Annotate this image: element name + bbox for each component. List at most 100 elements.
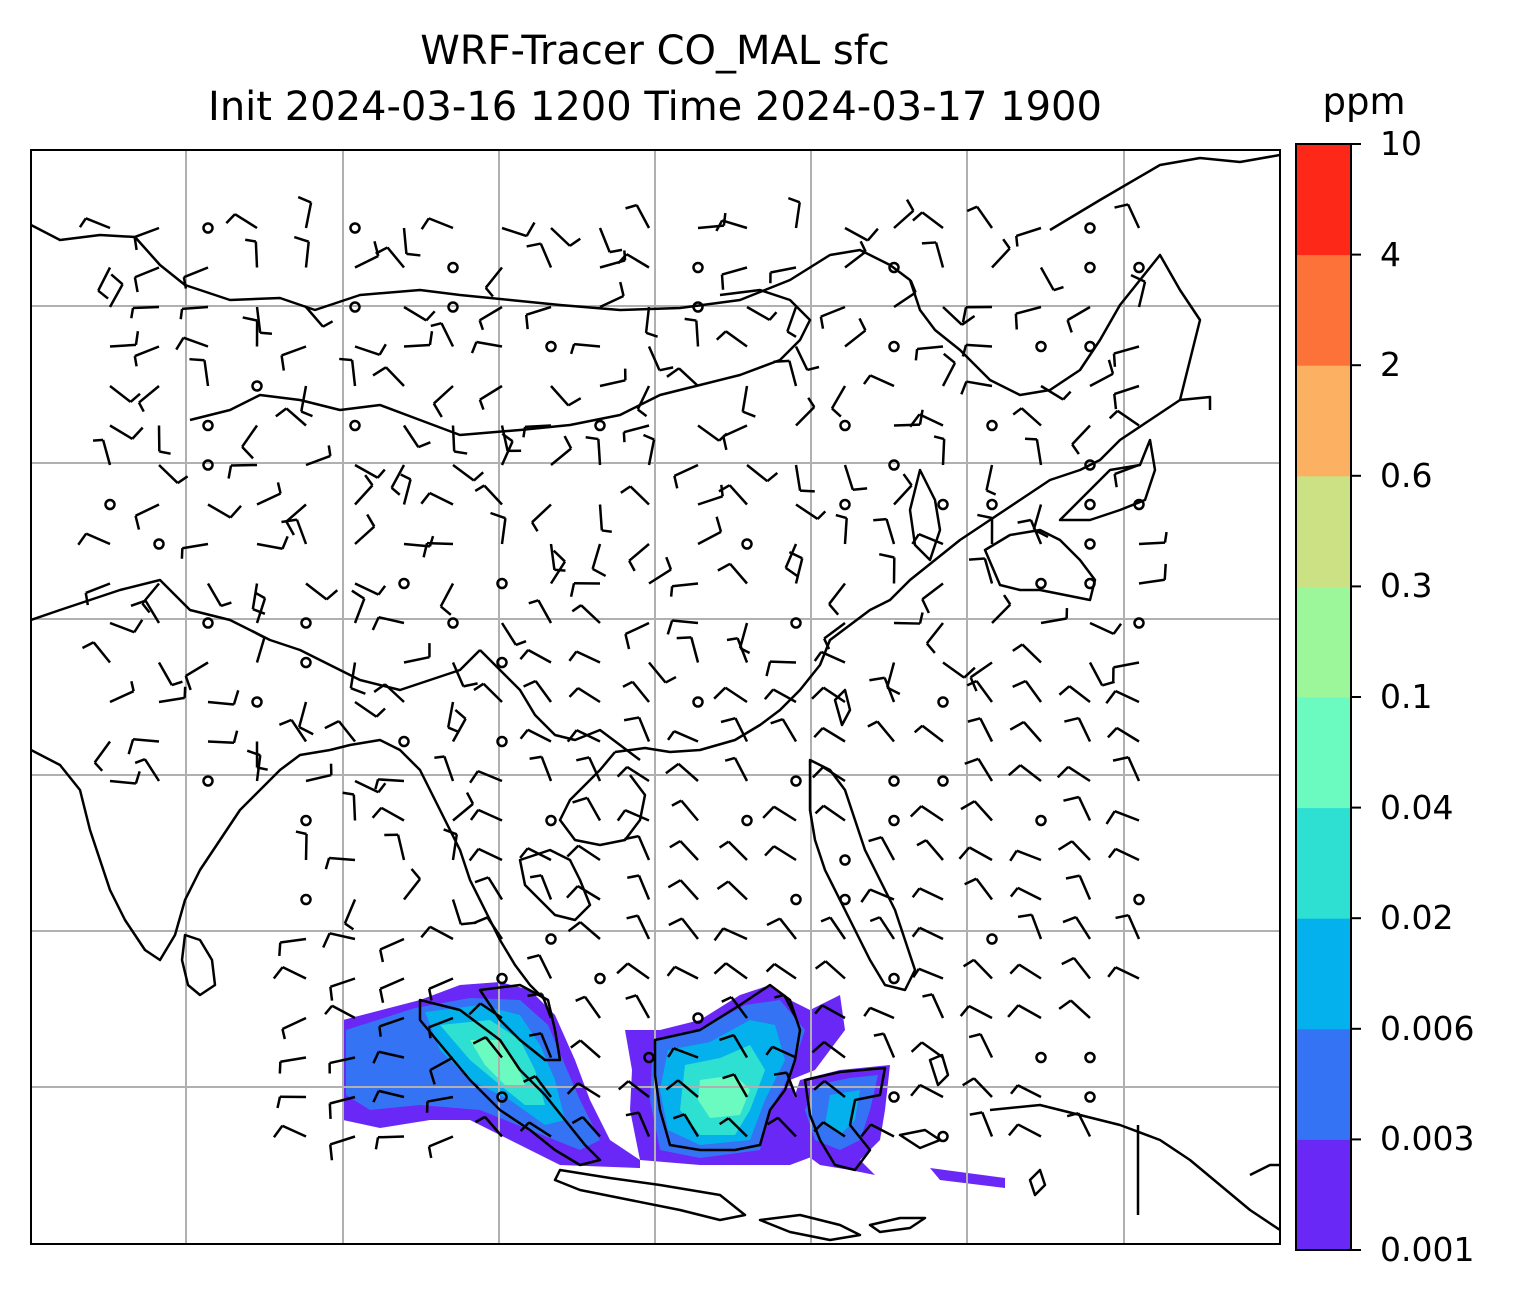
wind-barb [942,661,976,679]
coastline-path [868,1216,927,1234]
wind-barb [598,227,623,254]
wind-barb [788,550,804,584]
wind-barb-calm [545,933,557,945]
colorbar-unit-label: ppm [1322,80,1406,123]
wind-barb [968,557,994,584]
wind-barb [324,856,356,870]
wind-barb [566,844,601,862]
wind-barb-calm [447,617,459,629]
wind-barb [324,1004,356,1020]
wind-barb [911,887,944,901]
wind-barb [828,582,846,616]
coastline-path [418,998,602,1167]
wind-barb [1017,913,1043,940]
wind-barb-calm [300,814,312,827]
wind-barb [97,266,112,300]
wind-barb [109,770,141,785]
wind-barb-calm [300,656,312,669]
wind-barb [823,621,846,650]
wind-barb [910,1083,944,1099]
wind-barb [958,846,993,862]
wind-barb-calm [1035,1051,1047,1064]
wind-barb [966,679,994,703]
wind-barb [328,1095,356,1119]
wind-barb-calm [741,538,753,550]
wind-barb [342,791,357,821]
wind-barb [278,937,307,957]
wind-barb [349,662,366,695]
wind-barb-calm [888,1091,900,1103]
wind-barb [378,1016,405,1037]
wind-barb [134,503,160,530]
wind-barb [991,594,1012,624]
wind-barb [893,473,913,506]
wind-barb [648,556,673,585]
wind-barb-calm [888,340,900,353]
wind-barb-calm [349,419,361,432]
wind-barb [422,541,454,558]
wind-barb-calm [1084,1091,1096,1103]
wind-barb-calm [643,1051,655,1064]
wind-barb [911,926,944,941]
wind-barb [718,840,748,861]
wind-barb [910,1041,944,1059]
wind-barb [1024,437,1043,466]
wind-barb [251,583,266,615]
wind-barb [569,342,601,355]
wind-barb [305,582,339,601]
wind-barb [157,425,171,455]
wind-barb [1014,305,1042,330]
coastline-path [558,751,647,847]
wind-barb [697,484,724,506]
wind-barb [275,407,307,427]
wind-barb [719,1033,749,1059]
wind-barb [1115,913,1141,940]
wind-barb [246,749,262,782]
wind-barb [860,1123,895,1138]
wind-barb [473,916,504,940]
wind-barb [867,720,895,743]
wind-barb [1009,963,1042,980]
wind-barb [718,484,748,506]
wind-barb [964,757,994,782]
wind-barb [354,463,386,479]
wind-barb [430,321,455,348]
wind-barb [666,619,699,635]
wind-barb [873,517,896,545]
wind-barb [718,1117,748,1138]
colorbar-segment [1296,144,1351,256]
wind-barb [764,845,797,862]
wind-barb [469,769,503,784]
wind-barb [225,213,258,230]
wind-barb [109,424,144,440]
wind-barb [1058,685,1091,703]
wind-barb-calm [741,814,753,827]
wind-barb [763,688,797,704]
colorbar-segment [1296,807,1351,919]
wind-barb [1114,203,1141,229]
coastline-path [1249,1163,1280,1177]
wind-barb-calm [888,775,900,787]
wind-barb [766,917,797,940]
wind-barb [1071,424,1091,455]
wind-barb [434,755,455,782]
wind-barb [403,330,434,348]
wind-barb [568,687,601,704]
wind-barb [623,716,651,742]
wind-barb [625,1111,651,1137]
wind-barb [451,899,477,926]
wind-barb-calm [839,498,851,511]
wind-barb [644,306,659,338]
wind-barb [550,435,573,466]
wind-barb [813,650,846,664]
wind-barb-calm [888,972,900,985]
wind-barb [862,374,895,388]
wind-barb [427,1135,454,1159]
wind-barb [92,438,112,466]
wind-barb-calm [839,854,851,866]
wind-barb [1061,956,1091,980]
wind-barb [255,306,273,336]
wind-barb [519,728,552,743]
wind-barb [960,380,993,395]
wind-barb [427,977,454,1001]
